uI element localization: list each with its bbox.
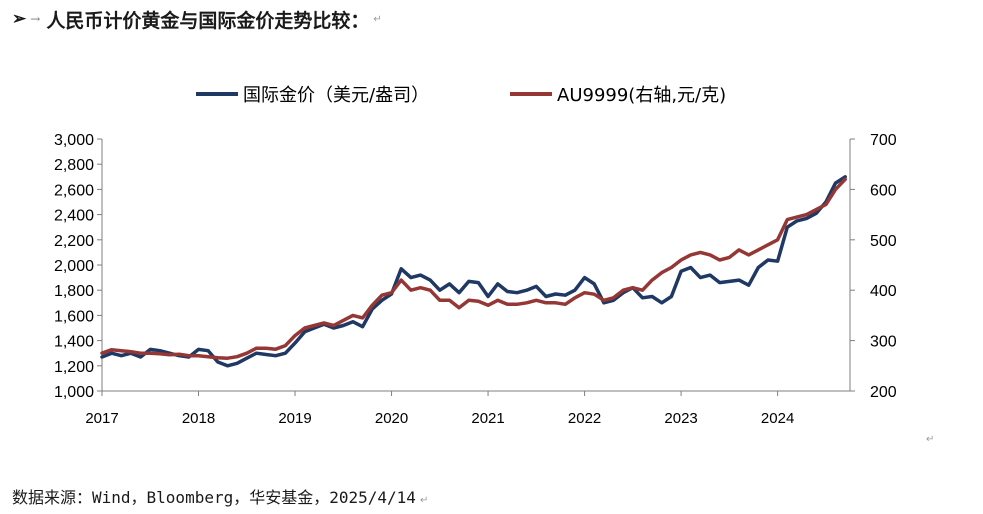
right-tick-label: 700 [870, 132, 897, 149]
paragraph-mark-icon: ↵ [926, 434, 935, 445]
right-tick-label: 200 [870, 384, 897, 401]
tab-arrow-icon: → [30, 12, 41, 26]
right-tick-label: 400 [870, 283, 897, 300]
left-tick-label: 2,800 [54, 157, 94, 174]
left-tick-label: 1,200 [54, 359, 94, 376]
left-tick-label: 1,600 [54, 308, 94, 325]
legend-label-2: AU9999(右轴,元/克) [557, 85, 726, 106]
heading-title: 人民币计价黄金与国际金价走势比较： [46, 9, 370, 32]
x-tick-label: 2021 [471, 410, 504, 427]
left-tick-label: 1,400 [54, 334, 94, 351]
chart-legend: 国际金价（美元/盎司） AU9999(右轴,元/克) [196, 85, 726, 106]
left-tick-label: 1,800 [54, 283, 94, 300]
left-tick-label: 2,200 [54, 233, 94, 250]
x-tick-label: 2020 [375, 410, 408, 427]
chart-axes: 1,000 1,200 1,400 1,600 1,800 2,000 2,200 2,400… [54, 132, 897, 427]
chart-heading: ➢ → 人民币计价黄金与国际金价走势比较： ↵ [12, 4, 382, 34]
left-tick-label: 3,000 [54, 132, 94, 149]
left-tick-label: 1,000 [54, 384, 94, 401]
legend-label-1: 国际金价（美元/盎司） [243, 85, 429, 106]
data-source-note: 数据来源：Wind，Bloomberg，华安基金，2025/4/14 ↵ [12, 484, 428, 508]
right-tick-label: 600 [870, 182, 897, 199]
right-tick-label: 300 [870, 334, 897, 351]
x-tick-label: 2022 [568, 410, 601, 427]
paragraph-mark-icon: ↵ [373, 13, 382, 25]
x-tick-label: 2019 [278, 410, 311, 427]
x-tick-label: 2024 [761, 410, 794, 427]
left-tick-label: 2,400 [54, 208, 94, 225]
x-tick-label: 2023 [664, 410, 697, 427]
series-line-2 [100, 177, 847, 360]
data-source-text: 数据来源：Wind，Bloomberg，华安基金，2025/4/14 [12, 488, 416, 507]
left-tick-label: 2,000 [54, 258, 94, 275]
gold-price-chart: 国际金价（美元/盎司） AU9999(右轴,元/克) 1,000 1,200 1,40… [54, 85, 897, 427]
chart-series [100, 175, 847, 368]
x-tick-label: 2017 [85, 410, 118, 427]
bullet-arrow-icon: ➢ [12, 9, 27, 29]
left-tick-label: 2,600 [54, 182, 94, 199]
series-line-1 [100, 175, 847, 368]
right-tick-label: 500 [870, 233, 897, 250]
x-tick-label: 2018 [182, 410, 215, 427]
paragraph-mark-icon: ↵ [419, 495, 429, 506]
